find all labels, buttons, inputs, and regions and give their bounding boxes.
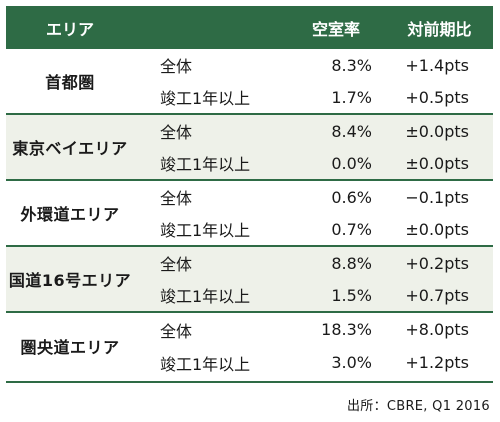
table-group: 東京ベイエリア 全体 8.4% ±0.0pts 竣工1年以上 0.0% ±0.0…: [6, 115, 493, 181]
building-type: 竣工1年以上: [160, 155, 251, 174]
building-type: 竣工1年以上: [160, 287, 251, 306]
table-row: 竣工1年以上 1.5% +0.7pts: [134, 279, 493, 311]
vacancy-rate: 1.7%: [331, 87, 372, 107]
building-type: 全体: [160, 321, 193, 341]
change-value: +1.4pts: [405, 55, 469, 75]
building-type: 竣工1年以上: [160, 89, 251, 108]
header-change-vs-prev: 対前期比: [407, 19, 472, 39]
change-value: +0.5pts: [405, 87, 469, 107]
table-row: 全体 8.8% +0.2pts: [134, 247, 493, 279]
building-type: 全体: [160, 123, 193, 142]
change-value: ±0.0pts: [405, 121, 469, 141]
building-type: 竣工1年以上: [160, 354, 251, 374]
vacancy-rate: 0.0%: [331, 153, 372, 173]
change-value: +8.0pts: [405, 320, 469, 339]
change-value: +0.7pts: [405, 285, 469, 305]
table-header: エリア 空室率 対前期比: [6, 6, 493, 49]
building-type: 全体: [160, 57, 193, 76]
area-name: 圏央道エリア: [20, 338, 120, 357]
vacancy-table: エリア 空室率 対前期比 首都圏 全体 8.3% +1.4pts 竣工1年以上 …: [6, 6, 493, 383]
header-area: エリア: [46, 19, 95, 39]
building-type: 全体: [160, 189, 193, 208]
vacancy-rate: 1.5%: [331, 285, 372, 305]
vacancy-rate: 8.4%: [331, 121, 372, 141]
vacancy-rate: 3.0%: [331, 353, 372, 372]
table-row: 竣工1年以上 0.7% ±0.0pts: [134, 213, 493, 245]
header-vacancy-rate: 空室率: [311, 19, 360, 39]
change-value: ±0.0pts: [405, 153, 469, 173]
vacancy-rate: 18.3%: [321, 320, 372, 339]
table-row: 全体 8.4% ±0.0pts: [134, 115, 493, 147]
table-group: 圏央道エリア 全体 18.3% +8.0pts 竣工1年以上 3.0% +1.2…: [6, 313, 493, 379]
table-row: 全体 8.3% +1.4pts: [134, 49, 493, 81]
area-name: 東京ベイエリア: [12, 139, 128, 158]
table-row: 全体 0.6% −0.1pts: [134, 181, 493, 213]
area-name: 国道16号エリア: [8, 271, 132, 290]
table-row: 全体 18.3% +8.0pts: [134, 313, 493, 346]
table-group: 外環道エリア 全体 0.6% −0.1pts 竣工1年以上 0.7% ±0.0p…: [6, 181, 493, 247]
area-name: 外環道エリア: [20, 205, 120, 224]
vacancy-rate: 8.8%: [331, 253, 372, 273]
change-value: −0.1pts: [405, 187, 469, 207]
vacancy-rate: 0.6%: [331, 187, 372, 207]
table-row: 竣工1年以上 3.0% +1.2pts: [134, 346, 493, 379]
vacancy-rate: 8.3%: [331, 55, 372, 75]
table-row: 竣工1年以上 1.7% +0.5pts: [134, 81, 493, 113]
table-row: 竣工1年以上 0.0% ±0.0pts: [134, 147, 493, 179]
vacancy-rate: 0.7%: [331, 219, 372, 239]
change-value: +0.2pts: [405, 253, 469, 273]
change-value: ±0.0pts: [405, 219, 469, 239]
building-type: 全体: [160, 255, 193, 274]
building-type: 竣工1年以上: [160, 221, 251, 240]
table-group: 首都圏 全体 8.3% +1.4pts 竣工1年以上 1.7% +0.5pts: [6, 49, 493, 115]
source-note: 出所：CBRE, Q1 2016: [346, 399, 490, 414]
area-name: 首都圏: [45, 73, 95, 92]
change-value: +1.2pts: [405, 353, 469, 372]
table-group: 国道16号エリア 全体 8.8% +0.2pts 竣工1年以上 1.5% +0.…: [6, 247, 493, 313]
